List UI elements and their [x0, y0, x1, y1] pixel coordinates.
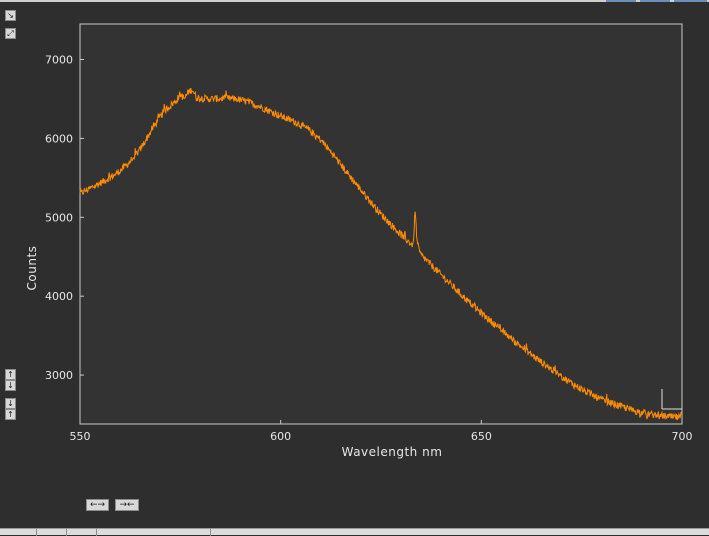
y-axis-title: Counts — [25, 246, 39, 291]
y-tick-label: 6000 — [45, 132, 73, 145]
cursor-mode-icon[interactable]: ↘ — [5, 10, 16, 21]
y-pan-up-icon[interactable]: ↑ — [5, 409, 16, 420]
y-pan-down-icon[interactable]: ↓ — [5, 398, 16, 409]
y-tick-label: 7000 — [45, 54, 73, 67]
tab-separator — [66, 529, 67, 536]
tab-separator — [210, 529, 211, 536]
y-axis: 3000 4000 5000 6000 7000 — [45, 54, 84, 382]
window-top-strip — [0, 0, 709, 2]
y-tick-label: 4000 — [45, 290, 73, 303]
x-zoom-out-icon[interactable]: ←→ — [86, 499, 109, 511]
tab-separator — [36, 529, 37, 536]
title-bar-button[interactable] — [674, 0, 707, 2]
status-bar — [0, 528, 709, 536]
y-tick-label: 5000 — [45, 211, 73, 224]
title-bar-button[interactable] — [640, 0, 670, 2]
zoom-fit-icon[interactable]: ⤢ — [5, 28, 16, 39]
x-tick-label: 550 — [70, 430, 91, 443]
series-group — [79, 87, 683, 421]
x-tick-label: 600 — [270, 430, 291, 443]
tab-separator — [96, 529, 97, 536]
title-bar-button[interactable] — [606, 0, 636, 2]
x-tick-label: 650 — [471, 430, 492, 443]
y-tick-label: 3000 — [45, 369, 73, 382]
x-axis-title: Wavelength nm — [342, 445, 443, 459]
plot-area[interactable] — [79, 23, 683, 425]
x-tick-label: 700 — [672, 430, 693, 443]
x-zoom-in-icon[interactable]: →← — [115, 499, 139, 511]
spectrum-line — [79, 87, 683, 421]
y-zoom-out-icon[interactable]: ↓ — [5, 380, 16, 391]
y-zoom-in-icon[interactable]: ↑ — [5, 369, 16, 380]
x-axis: 550 600 650 700 — [70, 420, 693, 443]
